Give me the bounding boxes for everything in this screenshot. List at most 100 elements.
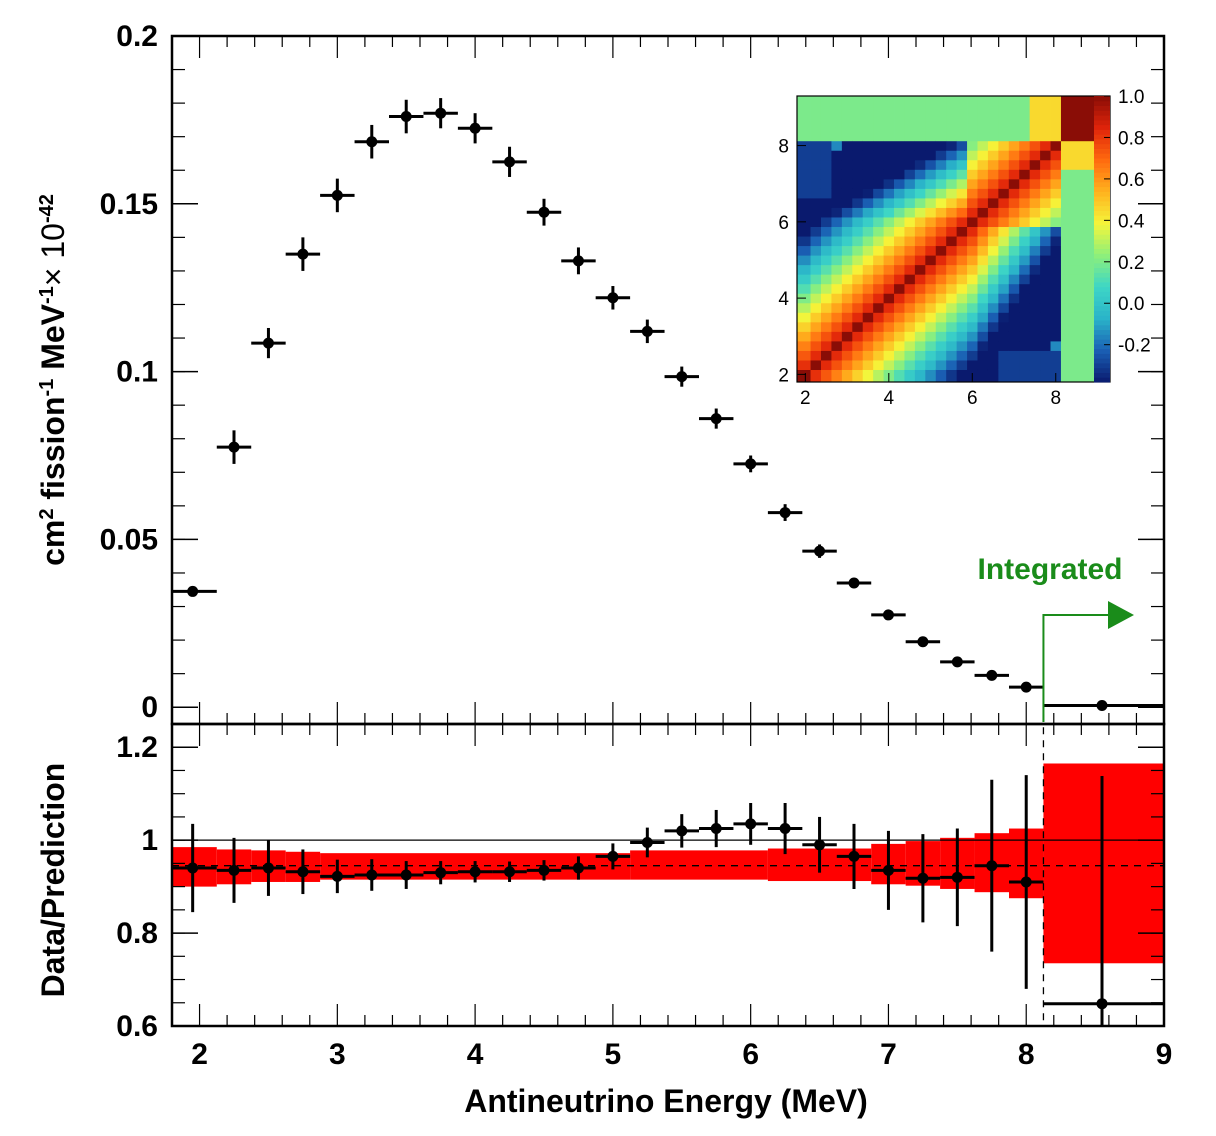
colorbar-tick-label: 0.6 — [1118, 170, 1144, 191]
correlation-cell — [1019, 264, 1031, 275]
colorbar-step — [1094, 162, 1110, 168]
colorbar-step — [1094, 138, 1110, 145]
correlation-cell — [820, 274, 832, 285]
correlation-cell — [1029, 302, 1041, 313]
correlation-cell — [946, 207, 958, 218]
correlation-y-tick-label: 6 — [778, 213, 789, 234]
correlation-cell — [894, 255, 905, 266]
correlation-cell — [1040, 169, 1051, 180]
correlation-cell — [904, 302, 916, 313]
colorbar-step — [1094, 362, 1110, 369]
correlation-cell — [1050, 350, 1062, 361]
correlation-cell — [1050, 140, 1062, 151]
correlation-cell — [1019, 217, 1031, 228]
spectrum-y-tick-label: 0.15 — [100, 188, 158, 221]
correlation-cell — [841, 283, 853, 294]
correlation-cell — [935, 159, 947, 170]
correlation-cell — [998, 140, 1010, 151]
colorbar-step — [1094, 277, 1110, 283]
correlation-cell — [894, 302, 905, 313]
correlation-cell — [797, 226, 811, 237]
correlation-cell — [894, 159, 905, 170]
correlation-cell — [977, 321, 989, 332]
correlation-cell — [904, 198, 916, 208]
correlation-cell — [873, 198, 884, 208]
correlation-cell — [883, 283, 895, 294]
correlation-cell — [1008, 255, 1020, 266]
colorbar-step — [1094, 177, 1110, 183]
colorbar-step — [1094, 110, 1110, 116]
colorbar-step — [1094, 272, 1110, 278]
correlation-cell — [925, 178, 937, 189]
correlation-cell — [998, 178, 1010, 189]
correlation-cell — [1050, 178, 1062, 189]
correlation-cell — [862, 169, 874, 180]
correlation-cell — [925, 264, 937, 275]
correlation-cell — [873, 341, 884, 351]
correlation-cell — [862, 226, 874, 237]
correlation-cell — [967, 302, 978, 313]
spectrum-point — [779, 507, 791, 519]
colorbar-step — [1094, 215, 1110, 221]
correlation-cell — [914, 96, 926, 142]
correlation-cell — [883, 341, 895, 351]
correlation-cell — [987, 302, 999, 313]
correlation-cell — [862, 159, 874, 170]
correlation-cell — [810, 341, 822, 351]
correlation-cell — [946, 321, 958, 332]
correlation-cell — [831, 169, 843, 180]
correlation-cell — [831, 293, 843, 304]
correlation-cell — [956, 150, 968, 161]
spectrum-point — [917, 636, 929, 648]
correlation-cell — [946, 293, 958, 304]
correlation-cell — [977, 188, 989, 199]
correlation-cell — [797, 350, 811, 361]
correlation-cell — [967, 236, 978, 247]
colorbar-step — [1094, 239, 1110, 245]
correlation-cell — [998, 312, 1010, 323]
correlation-cell — [1050, 293, 1062, 304]
correlation-cell — [977, 341, 989, 351]
correlation-cell — [967, 150, 978, 161]
correlation-cell — [956, 302, 968, 313]
correlation-cell — [977, 96, 989, 142]
correlation-cell — [1029, 140, 1041, 151]
spectrum-point — [187, 585, 199, 597]
correlation-cell — [873, 188, 884, 199]
correlation-cell — [841, 226, 853, 237]
correlation-cell — [841, 255, 853, 266]
colorbar-step — [1094, 296, 1110, 302]
ratio-y-tick-label: 1.2 — [116, 731, 158, 764]
colorbar-tick-label: 0.0 — [1118, 294, 1144, 315]
spectrum-panel: 0 0.05 0.1 0.15 0.2 — [100, 20, 1166, 726]
correlation-cell — [894, 169, 905, 180]
ylabel-mid1: fission — [35, 396, 71, 508]
ylabel-base: cm — [35, 520, 71, 566]
correlation-cell — [862, 274, 874, 285]
ratio-point — [572, 862, 584, 874]
correlation-cell — [1019, 226, 1031, 237]
correlation-cell — [987, 283, 999, 294]
ratio-point — [676, 825, 688, 837]
colorbar-step — [1094, 129, 1110, 135]
correlation-cell — [977, 207, 989, 218]
correlation-cell — [1008, 150, 1020, 161]
correlation-cell — [894, 321, 905, 332]
correlation-cell — [831, 321, 843, 332]
correlation-cell — [831, 150, 843, 161]
correlation-cell — [1029, 293, 1041, 304]
correlation-cell — [1040, 198, 1051, 208]
correlation-cell — [1008, 188, 1020, 199]
correlation-cell — [987, 236, 999, 247]
correlation-cell — [987, 96, 999, 142]
correlation-cell — [820, 178, 832, 189]
ratio-point — [779, 823, 791, 835]
correlation-cell — [967, 178, 978, 189]
correlation-ticks — [797, 145, 1057, 382]
colorbar-tick-label: 1.0 — [1118, 87, 1144, 108]
correlation-cell — [1029, 350, 1041, 361]
correlation-cell — [946, 96, 958, 142]
correlation-cell — [810, 96, 822, 142]
correlation-cell — [797, 274, 811, 285]
correlation-cell — [810, 207, 822, 218]
